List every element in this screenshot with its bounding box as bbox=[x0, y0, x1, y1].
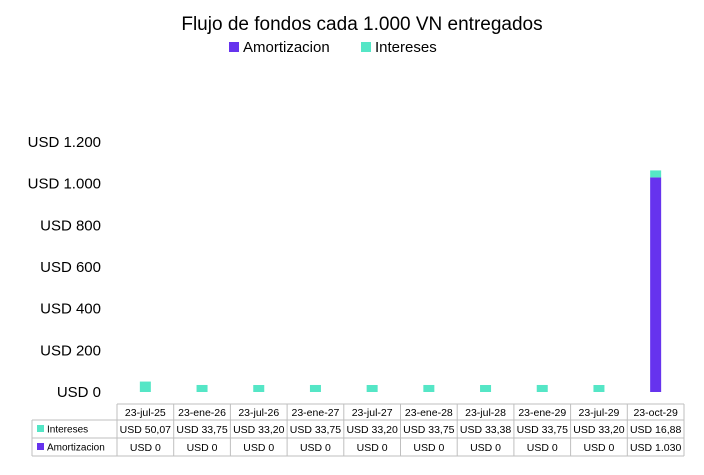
table-cell: USD 33,20 bbox=[573, 424, 625, 436]
y-tick-label: USD 200 bbox=[40, 342, 101, 359]
table-header-cell: 23-jul-29 bbox=[579, 407, 620, 419]
table-cell: USD 1.030 bbox=[630, 442, 682, 454]
table-cell: USD 0 bbox=[583, 442, 614, 454]
table-header-cell: 23-ene-27 bbox=[292, 407, 340, 419]
legend-label-amortizacion: Amortizacion bbox=[243, 39, 330, 56]
table-cell: USD 33,75 bbox=[517, 424, 569, 436]
table-cell: USD 0 bbox=[187, 442, 218, 454]
bar-intereses bbox=[196, 384, 208, 392]
table-header-cell: 23-ene-28 bbox=[405, 407, 453, 419]
table-header-cell: 23-ene-26 bbox=[178, 407, 226, 419]
table-cell: USD 0 bbox=[527, 442, 558, 454]
table-cell: USD 0 bbox=[357, 442, 388, 454]
bar-intereses bbox=[480, 385, 492, 392]
table-header-cell: 23-jul-26 bbox=[238, 407, 279, 419]
bar-amortizacion bbox=[650, 177, 662, 392]
legend-label-intereses: Intereses bbox=[375, 39, 437, 56]
bar-intereses bbox=[536, 384, 548, 392]
bar-intereses bbox=[253, 385, 265, 392]
table-row-label-intereses: Intereses bbox=[47, 425, 88, 436]
bar-intereses bbox=[650, 170, 662, 178]
table-cell: USD 33,75 bbox=[403, 424, 455, 436]
table-cell: USD 33,20 bbox=[346, 424, 398, 436]
table-cell: USD 33,75 bbox=[176, 424, 228, 436]
bar-intereses bbox=[593, 385, 605, 392]
y-tick-label: USD 1.200 bbox=[28, 134, 101, 151]
table-header-cell: 23-jul-25 bbox=[125, 407, 166, 419]
y-axis: USD 0 USD 200 USD 400 USD 600 USD 800 USD 1.0… bbox=[28, 134, 101, 401]
bar-intereses bbox=[309, 384, 321, 392]
y-tick-label: USD 1.000 bbox=[28, 176, 101, 193]
chart-title: Flujo de fondos cada 1.000 VN entregados bbox=[181, 14, 542, 35]
legend: Amortizacion Intereses bbox=[229, 39, 437, 56]
table-cell: USD 0 bbox=[130, 442, 161, 454]
table-cell: USD 33,38 bbox=[460, 424, 512, 436]
table-header-cell: 23-jul-27 bbox=[352, 407, 393, 419]
legend-swatch-intereses bbox=[361, 42, 371, 52]
table-cell: USD 33,20 bbox=[233, 424, 285, 436]
table-cell: USD 33,75 bbox=[290, 424, 342, 436]
legend-swatch-amortizacion bbox=[229, 42, 239, 52]
y-tick-label: USD 800 bbox=[40, 217, 101, 234]
bars bbox=[139, 170, 662, 392]
y-tick-label: USD 600 bbox=[40, 259, 101, 276]
bar-intereses bbox=[139, 381, 151, 392]
table-header-cell: 23-jul-28 bbox=[465, 407, 506, 419]
data-table: 23-jul-25 23-ene-26 23-jul-26 23-ene-27 23-j… bbox=[31, 403, 685, 457]
table-header-cell: 23-ene-29 bbox=[518, 407, 566, 419]
bar-intereses bbox=[366, 385, 378, 392]
table-row-key-amortizacion bbox=[37, 443, 44, 450]
table-cell: USD 16,88 bbox=[630, 424, 682, 436]
table-cell: USD 0 bbox=[300, 442, 331, 454]
table-row-label-amortizacion: Amortizacion bbox=[47, 443, 105, 454]
table-cell: USD 50,07 bbox=[120, 424, 172, 436]
table-cell: USD 0 bbox=[413, 442, 444, 454]
table-row-key-intereses bbox=[37, 425, 44, 432]
bar-intereses bbox=[423, 384, 435, 392]
table-cell: USD 0 bbox=[243, 442, 274, 454]
y-tick-label: USD 0 bbox=[57, 384, 101, 401]
y-tick-label: USD 400 bbox=[40, 301, 101, 318]
table-cell: USD 0 bbox=[470, 442, 501, 454]
table-header-cell: 23-oct-29 bbox=[633, 407, 678, 419]
